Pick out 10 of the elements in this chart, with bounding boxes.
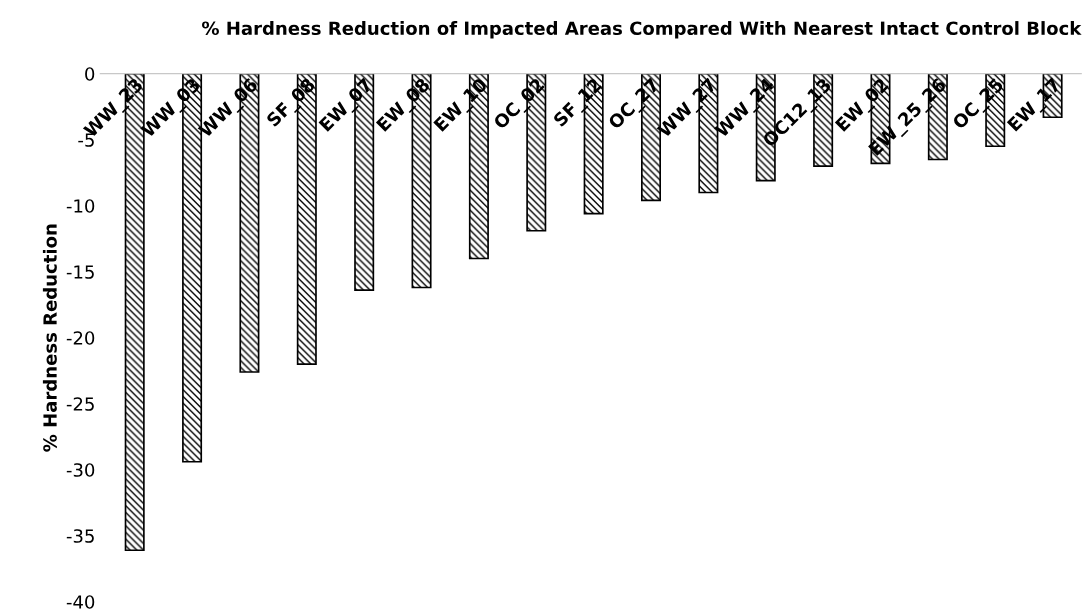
y-tick-label: 0 (85, 67, 95, 81)
y-tick-label: -30 (66, 463, 95, 477)
y-axis-title: % Hardness Reduction (42, 224, 57, 452)
y-tick-label: -15 (66, 265, 94, 279)
y-tick-label: -35 (66, 529, 94, 543)
y-tick-label: -10 (66, 199, 95, 213)
chart-title: % Hardness Reduction of Impacted Areas Compared With Nearest Intact Control Block (202, 21, 1082, 39)
y-tick-label: -25 (66, 397, 94, 411)
y-tick-label: -40 (66, 595, 95, 609)
y-tick-label: -20 (66, 331, 95, 345)
